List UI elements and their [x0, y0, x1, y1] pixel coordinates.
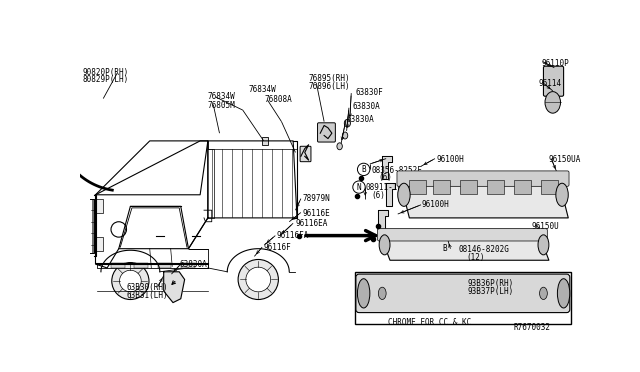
Text: 93B37P(LH): 93B37P(LH) [467, 287, 514, 296]
Text: 96114: 96114 [539, 79, 562, 88]
Text: 78979N: 78979N [303, 194, 330, 203]
Text: (12): (12) [466, 253, 484, 262]
Text: R7670032: R7670032 [514, 323, 551, 332]
Circle shape [238, 259, 278, 299]
Ellipse shape [344, 119, 351, 127]
FancyBboxPatch shape [543, 66, 564, 96]
Ellipse shape [379, 235, 390, 255]
Ellipse shape [337, 143, 342, 150]
Text: 93B36P(RH): 93B36P(RH) [467, 279, 514, 289]
Text: 96116F: 96116F [264, 243, 291, 251]
Ellipse shape [556, 183, 568, 206]
Bar [355, 272, 571, 324]
Text: 76896(LH): 76896(LH) [308, 81, 350, 91]
Text: 96100H: 96100H [434, 176, 462, 185]
Text: 63B30(RH): 63B30(RH) [127, 283, 168, 292]
Bar [94, 237, 103, 251]
Polygon shape [382, 156, 392, 179]
FancyBboxPatch shape [397, 171, 569, 186]
Bar [487, 180, 504, 194]
Circle shape [246, 267, 271, 292]
Text: 96150U: 96150U [532, 222, 559, 231]
Text: 96116E: 96116E [303, 209, 330, 218]
Ellipse shape [342, 132, 348, 139]
Bar [94, 199, 103, 212]
Text: 96100H: 96100H [422, 200, 449, 209]
Text: (6): (6) [378, 173, 392, 182]
Polygon shape [378, 230, 549, 260]
Text: 76805M: 76805M [208, 101, 236, 110]
Text: 76834W: 76834W [208, 92, 236, 102]
Text: 63830F: 63830F [355, 88, 383, 97]
Ellipse shape [378, 287, 386, 299]
Circle shape [112, 263, 149, 299]
Bar [433, 180, 450, 194]
Text: 76895(RH): 76895(RH) [308, 74, 350, 83]
FancyBboxPatch shape [317, 123, 335, 142]
Bar [134, 263, 148, 268]
Circle shape [120, 270, 141, 292]
Bar [157, 263, 172, 268]
Text: 76808A: 76808A [264, 96, 292, 105]
FancyBboxPatch shape [378, 229, 547, 241]
Ellipse shape [545, 92, 561, 113]
Ellipse shape [358, 279, 370, 308]
Text: N: N [356, 183, 362, 192]
Bar [262, 137, 268, 145]
Text: 63830A: 63830A [179, 260, 207, 269]
Bar [460, 180, 477, 194]
Ellipse shape [540, 287, 547, 299]
FancyBboxPatch shape [300, 146, 311, 162]
Polygon shape [164, 272, 184, 302]
Text: 80829P(LH): 80829P(LH) [83, 76, 129, 84]
Text: B: B [442, 244, 447, 253]
Text: 08146-8202G: 08146-8202G [458, 245, 509, 254]
Ellipse shape [538, 235, 549, 255]
Text: 08911-1082G: 08911-1082G [365, 183, 416, 192]
Text: 63B31(LH): 63B31(LH) [127, 291, 168, 300]
Ellipse shape [557, 279, 570, 308]
Text: 90820P(RH): 90820P(RH) [83, 68, 129, 77]
Text: (6): (6) [371, 191, 385, 200]
Text: 96110P: 96110P [541, 58, 569, 67]
Text: 08356-8252F: 08356-8252F [371, 166, 422, 174]
Text: B: B [362, 165, 366, 174]
Bar [410, 180, 426, 194]
Text: 63830A: 63830A [347, 115, 374, 124]
Text: CHROME FOR CC & KC: CHROME FOR CC & KC [388, 318, 472, 327]
Polygon shape [397, 172, 568, 218]
Bar [111, 263, 125, 268]
Ellipse shape [397, 183, 410, 206]
Text: 76834W: 76834W [249, 85, 276, 94]
Text: 96150UA: 96150UA [549, 155, 581, 164]
Bar [541, 180, 558, 194]
Polygon shape [378, 210, 388, 233]
Text: 63830A: 63830A [353, 102, 381, 111]
Bar [514, 180, 531, 194]
Polygon shape [386, 183, 396, 206]
Text: 96116EA: 96116EA [296, 219, 328, 228]
Bar [180, 263, 195, 268]
Text: 96116FA: 96116FA [277, 231, 309, 240]
FancyBboxPatch shape [356, 274, 570, 312]
Text: 96100H: 96100H [436, 155, 464, 164]
